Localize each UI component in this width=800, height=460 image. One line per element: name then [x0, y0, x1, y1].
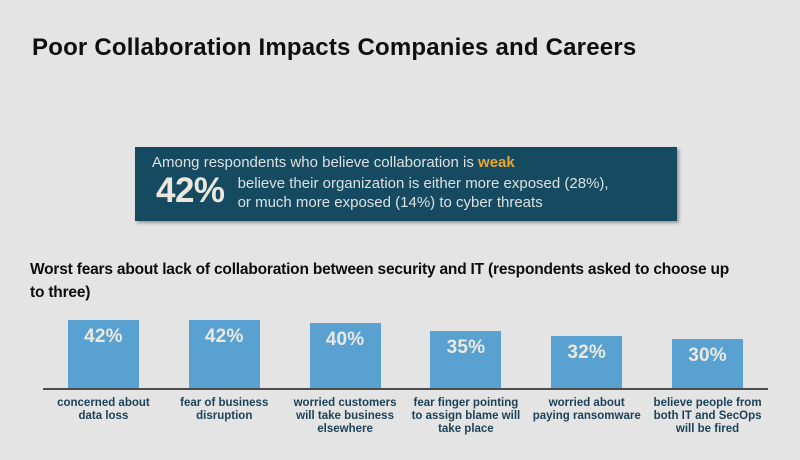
bar-category-label: worried about paying ransomware	[532, 397, 641, 422]
bar: 30%	[672, 339, 744, 388]
bar-value-label: 42%	[84, 326, 123, 347]
bar-chart: 42% 42% 40% 35% 32% 30% concerned about data …	[43, 300, 768, 450]
bar-category-label: concerned about data loss	[57, 397, 150, 422]
bar: 42%	[67, 320, 139, 388]
bar-value-label: 40%	[325, 329, 365, 350]
chart-column: 30%	[647, 300, 768, 388]
callout-stat-value: 42%	[156, 171, 225, 210]
bar-category-label: fear of business disruption	[180, 397, 269, 422]
bar-category-label: worried customers will take business els…	[293, 397, 397, 435]
bar-value-label: 35%	[446, 337, 486, 358]
callout-highlight-word: weak	[478, 154, 515, 171]
callout-body-text: believe their organization is either mor…	[238, 172, 609, 212]
bar: 40%	[309, 323, 381, 388]
callout-intro-text: Among respondents who believe collaborat…	[152, 154, 479, 171]
bar-value-label: 30%	[688, 345, 727, 366]
chart-column: 32%	[526, 300, 647, 388]
bar-value-label: 42%	[204, 326, 244, 347]
bar: 35%	[430, 331, 502, 388]
callout-body-line1: believe their organization is either mor…	[237, 175, 609, 192]
callout-body-line2: or much more exposed (14%) to cyber thre…	[237, 194, 543, 211]
slide-title: Poor Collaboration Impacts Companies and…	[32, 34, 637, 61]
chart-axis-line	[43, 388, 768, 390]
chart-bars-area: 42% 42% 40% 35% 32% 30%	[43, 300, 768, 388]
chart-column: 40%	[285, 300, 406, 388]
chart-column: 35%	[405, 300, 526, 388]
bar: 32%	[551, 336, 623, 388]
chart-category-labels: concerned about data loss fear of busines…	[43, 397, 768, 436]
bar-category-label: believe people from both IT and SecOps w…	[653, 397, 762, 435]
callout-box: Among respondents who believe collaborat…	[135, 147, 677, 221]
callout-stat-row: 42% believe their organization is either…	[152, 172, 663, 212]
callout-intro-line: Among respondents who believe collaborat…	[152, 154, 663, 171]
bar-category-label: fear finger pointing to assign blame wil…	[411, 397, 521, 435]
chart-column: 42%	[164, 300, 285, 388]
bar-value-label: 32%	[567, 342, 607, 363]
chart-heading: Worst fears about lack of collaboration …	[30, 261, 730, 301]
chart-column: 42%	[43, 300, 164, 388]
bar: 42%	[188, 320, 260, 388]
